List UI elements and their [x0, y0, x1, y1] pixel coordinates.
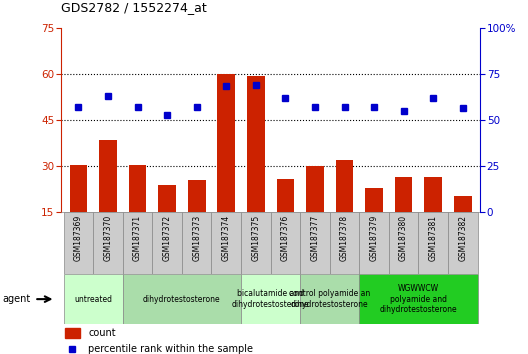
Bar [247, 76, 265, 212]
Bar [188, 180, 205, 212]
Bar [425, 177, 442, 212]
Bar [336, 160, 353, 212]
FancyBboxPatch shape [123, 274, 241, 324]
Bar [99, 140, 117, 212]
Text: dihydrotestosterone: dihydrotestosterone [143, 295, 221, 304]
Bar [454, 195, 472, 212]
Text: untreated: untreated [74, 295, 112, 304]
FancyBboxPatch shape [329, 212, 359, 274]
Text: GDS2782 / 1552274_at: GDS2782 / 1552274_at [61, 1, 206, 14]
FancyBboxPatch shape [418, 212, 448, 274]
Text: GSM187379: GSM187379 [370, 215, 379, 261]
Text: GSM187376: GSM187376 [281, 215, 290, 261]
Text: GSM187374: GSM187374 [222, 215, 231, 261]
Text: bicalutamide and
dihydrotestosterone: bicalutamide and dihydrotestosterone [232, 290, 309, 309]
Text: GSM187369: GSM187369 [74, 215, 83, 261]
Text: GSM187381: GSM187381 [429, 215, 438, 261]
Bar [65, 328, 80, 338]
Bar [158, 185, 176, 212]
FancyBboxPatch shape [241, 274, 300, 324]
Text: GSM187375: GSM187375 [251, 215, 260, 261]
Text: WGWWCW
polyamide and
dihydrotestosterone: WGWWCW polyamide and dihydrotestosterone [380, 284, 457, 314]
Bar [277, 179, 294, 212]
FancyBboxPatch shape [123, 212, 153, 274]
Text: GSM187371: GSM187371 [133, 215, 142, 261]
Text: GSM187380: GSM187380 [399, 215, 408, 261]
Text: GSM187378: GSM187378 [340, 215, 349, 261]
FancyBboxPatch shape [389, 212, 418, 274]
FancyBboxPatch shape [448, 212, 477, 274]
Text: GSM187370: GSM187370 [103, 215, 112, 261]
Bar [129, 165, 146, 212]
FancyBboxPatch shape [182, 212, 212, 274]
FancyBboxPatch shape [300, 274, 359, 324]
FancyBboxPatch shape [359, 274, 477, 324]
FancyBboxPatch shape [241, 212, 271, 274]
Text: GSM187377: GSM187377 [310, 215, 319, 261]
Text: percentile rank within the sample: percentile rank within the sample [88, 344, 253, 354]
Bar [306, 166, 324, 212]
FancyBboxPatch shape [300, 212, 329, 274]
Text: GSM187382: GSM187382 [458, 215, 467, 261]
Text: GSM187373: GSM187373 [192, 215, 201, 261]
Text: GSM187372: GSM187372 [163, 215, 172, 261]
Text: control polyamide an
dihydrotestosterone: control polyamide an dihydrotestosterone [289, 290, 370, 309]
Text: count: count [88, 328, 116, 338]
FancyBboxPatch shape [153, 212, 182, 274]
Bar [365, 188, 383, 212]
Bar [395, 177, 412, 212]
FancyBboxPatch shape [64, 274, 123, 324]
FancyBboxPatch shape [359, 212, 389, 274]
FancyBboxPatch shape [64, 212, 93, 274]
FancyBboxPatch shape [93, 212, 123, 274]
FancyBboxPatch shape [271, 212, 300, 274]
Bar [70, 165, 87, 212]
Text: agent: agent [3, 294, 31, 304]
FancyBboxPatch shape [212, 212, 241, 274]
Bar [218, 74, 235, 212]
